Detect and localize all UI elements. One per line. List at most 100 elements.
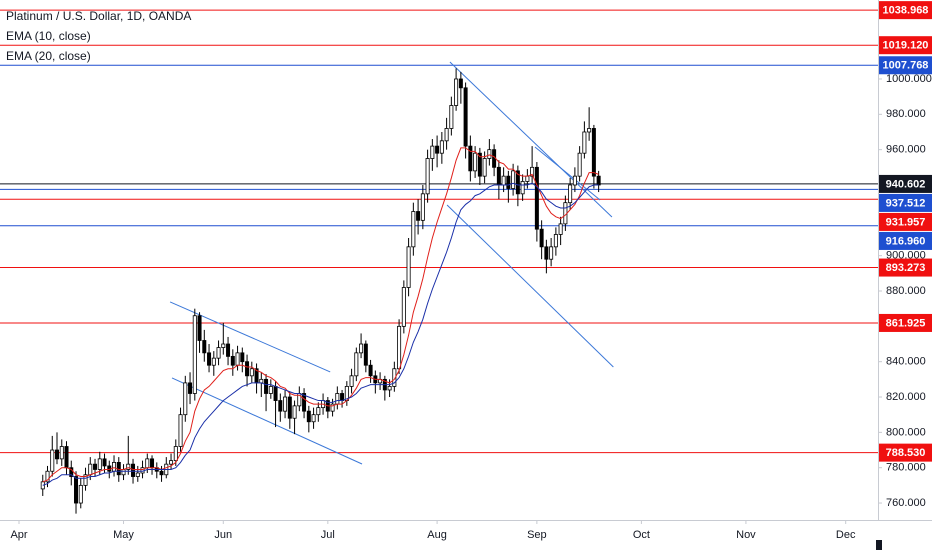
corner-mark: [876, 540, 882, 550]
candle-body: [392, 368, 397, 387]
candle-body: [311, 414, 316, 423]
candle-body: [64, 446, 69, 469]
candle-body: [150, 458, 155, 469]
candle-body: [292, 405, 297, 419]
candle-body: [577, 152, 582, 177]
y-tick-label: 820.000: [886, 391, 926, 403]
y-tick-label: 840.000: [886, 356, 926, 368]
y-tick-label: 800.000: [886, 426, 926, 438]
level-label-bg: [879, 212, 932, 231]
candle-body: [183, 382, 188, 416]
trend-line: [169, 301, 331, 373]
candle-body: [268, 386, 273, 394]
level-label: 916.960: [886, 235, 926, 247]
candle-body: [553, 234, 558, 248]
candle-body: [587, 128, 592, 133]
x-tick-label: Jul: [321, 529, 335, 541]
candle-body: [97, 458, 102, 470]
candle-body: [449, 105, 454, 129]
candle-body: [197, 315, 202, 341]
candle-body: [349, 375, 354, 387]
candle-body: [102, 458, 107, 467]
candle-body: [425, 158, 430, 195]
candle-body: [278, 400, 283, 412]
level-label: 1019.120: [883, 40, 929, 52]
candle-body: [501, 175, 506, 186]
candle-body: [430, 145, 435, 159]
candle-body: [74, 476, 79, 504]
candle-body: [420, 193, 425, 221]
candle-body: [202, 340, 207, 354]
candle-body: [520, 181, 525, 195]
candle-body: [216, 347, 221, 359]
candle-body: [401, 287, 406, 327]
candle-body: [416, 211, 421, 221]
candle-body: [93, 463, 98, 470]
candle-body: [240, 352, 245, 363]
candle-body: [568, 184, 573, 204]
candle-body: [506, 175, 511, 189]
candle-body: [463, 87, 468, 147]
y-tick-label: 880.000: [886, 285, 926, 297]
candle-body: [59, 446, 64, 460]
y-tick-label: 960.000: [886, 144, 926, 156]
x-tick-label: Sep: [527, 529, 547, 541]
level-label: 937.512: [886, 197, 926, 209]
candle-body: [112, 461, 117, 472]
x-tick-label: Nov: [736, 529, 756, 541]
level-label: 940.602: [886, 178, 926, 190]
level-label-bg: [879, 174, 932, 193]
candle-body: [496, 166, 501, 186]
x-tick-label: Aug: [427, 529, 447, 541]
candle-body: [534, 166, 539, 230]
candle-body: [582, 131, 587, 154]
candle-body: [544, 246, 549, 260]
candle-body: [173, 446, 178, 462]
y-tick-label: 1000.000: [886, 73, 932, 85]
candle-body: [283, 396, 288, 412]
candle-body: [69, 467, 74, 477]
candle-body: [88, 463, 93, 476]
candle-body: [249, 368, 254, 377]
level-label-bg: [879, 56, 932, 75]
candle-body: [306, 410, 311, 423]
candle-body: [159, 470, 164, 476]
candle-body: [245, 361, 250, 377]
level-label: 861.925: [886, 317, 926, 329]
candle-body: [525, 175, 530, 182]
candle-body: [145, 458, 150, 469]
chart-title: Platinum / U.S. Dollar, 1D, OANDA: [6, 9, 191, 23]
candle-body: [78, 484, 83, 504]
level-label-bg: [879, 231, 932, 250]
candle-body: [368, 364, 373, 377]
candle-body: [530, 166, 535, 177]
candle-body: [235, 352, 240, 366]
candle-body: [83, 474, 88, 486]
candle-body: [259, 378, 264, 384]
candle-body: [454, 78, 459, 106]
level-label: 893.273: [886, 262, 926, 274]
y-tick-label: 780.000: [886, 462, 926, 474]
candle-body: [444, 128, 449, 142]
candle-body: [591, 128, 596, 177]
trend-line: [171, 377, 363, 465]
x-tick-label: Dec: [836, 529, 856, 541]
ema-line: [42, 147, 599, 483]
candle-body: [131, 463, 136, 477]
candle-body: [468, 145, 473, 172]
axes: 760.000780.000800.000820.000840.000860.0…: [10, 1, 932, 541]
candle-body: [439, 140, 444, 154]
candle-body: [55, 449, 60, 460]
candle-body: [340, 393, 345, 401]
level-label-bg: [879, 443, 932, 462]
ema-line: [42, 182, 599, 486]
x-tick-label: Oct: [633, 529, 650, 541]
candle-body: [387, 386, 392, 391]
candle-body: [226, 343, 231, 357]
candle-body: [539, 228, 544, 248]
candle-body: [50, 449, 55, 472]
x-tick-label: Jun: [214, 529, 232, 541]
candle-body: [354, 352, 359, 377]
